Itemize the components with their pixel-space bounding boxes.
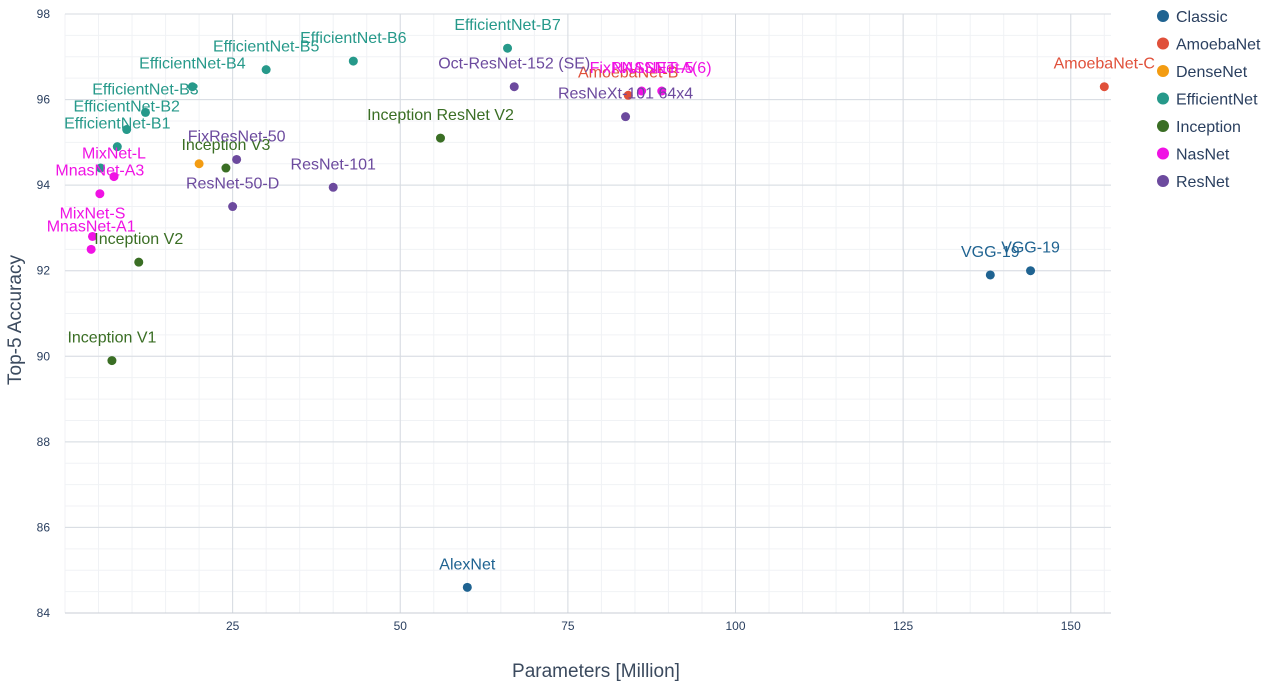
- data-point: [95, 189, 105, 199]
- data-point: [134, 257, 144, 267]
- data-point: [621, 112, 631, 122]
- point-label: AlexNet: [439, 556, 496, 573]
- y-tick-label: 94: [37, 178, 51, 192]
- data-point: [623, 90, 633, 100]
- point-label: Inception V3: [181, 137, 270, 154]
- y-tick-label: 84: [37, 606, 51, 620]
- point-label: FixResNet-50: [188, 128, 286, 145]
- point-label: ResNet-101: [291, 156, 376, 173]
- legend[interactable]: Classic AmoebaNet DenseNet EfficientNet Ince…: [1157, 9, 1261, 191]
- data-point: [96, 163, 106, 173]
- legend-label: DenseNet: [1176, 64, 1248, 81]
- point-label: FixPNASNet-5: [590, 60, 694, 77]
- point-label: EfficientNet-B5: [213, 39, 320, 56]
- major-gridlines: [65, 13, 1111, 614]
- point-label: MnasNet-A1: [47, 218, 136, 235]
- data-point: [187, 82, 197, 92]
- data-point: [122, 125, 132, 135]
- data-point: [328, 182, 338, 192]
- point-label: AmoebaNet-B: [578, 64, 679, 81]
- y-tick-label: 98: [37, 7, 51, 21]
- y-tick-label: 90: [37, 349, 51, 363]
- data-point: [348, 56, 358, 66]
- data-point: [503, 43, 513, 53]
- data-point: [1099, 82, 1109, 92]
- point-label: Inception ResNet V2: [367, 107, 514, 124]
- legend-marker: [1157, 37, 1169, 50]
- legend-label: ResNet: [1176, 174, 1230, 191]
- y-axis-title: Top-5 Accuracy: [5, 255, 26, 385]
- y-axis-ticks: 84 86 88 90 92 94 96 98: [37, 7, 51, 620]
- x-tick-label: 100: [725, 619, 745, 633]
- data-point: [232, 154, 242, 164]
- x-tick-label: 125: [893, 619, 913, 633]
- data-points: [86, 43, 1109, 592]
- data-point: [221, 163, 231, 173]
- point-label: MixNet-L: [82, 146, 146, 163]
- data-point: [261, 65, 271, 75]
- legend-label: Inception: [1176, 119, 1241, 136]
- point-label: AmoebaNet-C: [1054, 56, 1155, 73]
- legend-marker: [1157, 10, 1169, 22]
- data-point: [87, 231, 97, 241]
- data-point: [985, 270, 995, 280]
- point-label: Inception V1: [67, 330, 156, 347]
- data-point: [194, 159, 204, 169]
- point-label: MixNet-S: [60, 205, 126, 222]
- legend-label: AmoebaNet: [1176, 37, 1261, 54]
- legend-label: EfficientNet: [1176, 92, 1258, 109]
- legend-marker: [1157, 65, 1169, 77]
- point-label: EfficientNet-B6: [300, 30, 407, 47]
- legend-marker: [1157, 120, 1169, 132]
- point-label: EfficientNet-B1: [64, 116, 171, 133]
- legend-marker: [1157, 147, 1169, 160]
- legend-label: Classic: [1176, 9, 1228, 26]
- point-label: Oct-ResNet-152 (SE): [438, 56, 590, 73]
- data-point: [107, 356, 117, 366]
- legend-label: NasNet: [1176, 147, 1230, 164]
- x-tick-label: 150: [1061, 619, 1081, 633]
- point-label: EfficientNet-B4: [139, 56, 246, 73]
- data-point: [509, 82, 519, 92]
- legend-marker: [1157, 175, 1169, 187]
- point-label: VGG-19: [1001, 240, 1060, 257]
- x-tick-label: 25: [226, 619, 240, 633]
- point-label: Inception V2: [94, 231, 183, 248]
- y-tick-label: 92: [37, 264, 51, 278]
- x-axis-ticks: 25 50 75 100 125 150: [226, 619, 1081, 633]
- data-point: [1026, 266, 1036, 276]
- data-point: [86, 244, 96, 254]
- data-point: [109, 172, 119, 182]
- data-point: [140, 107, 150, 117]
- point-label: EfficientNet-B2: [73, 99, 180, 116]
- data-point: [228, 202, 238, 212]
- y-tick-label: 86: [37, 520, 51, 534]
- y-tick-label: 88: [37, 435, 51, 449]
- legend-marker: [1157, 92, 1169, 105]
- y-tick-label: 96: [37, 93, 51, 107]
- data-point: [657, 86, 667, 96]
- point-label: VGG-19: [961, 244, 1020, 261]
- data-point: [462, 582, 472, 592]
- point-label: EfficientNet-B7: [454, 17, 561, 34]
- point-label: ResNet-50-D: [186, 176, 279, 193]
- point-label: NASNET-A(6): [612, 60, 712, 77]
- point-label: ResNeXt-101 64x4: [558, 86, 693, 103]
- x-axis-title: Parameters [Million]: [512, 661, 680, 682]
- x-tick-label: 75: [561, 619, 575, 633]
- data-point: [637, 86, 647, 96]
- point-label: MnasNet-A3: [55, 163, 144, 180]
- data-point: [435, 133, 445, 143]
- data-point: [112, 142, 122, 152]
- x-tick-label: 50: [394, 619, 408, 633]
- minor-gridlines: [64, 13, 1111, 614]
- point-label: EfficientNet-B3: [92, 81, 199, 98]
